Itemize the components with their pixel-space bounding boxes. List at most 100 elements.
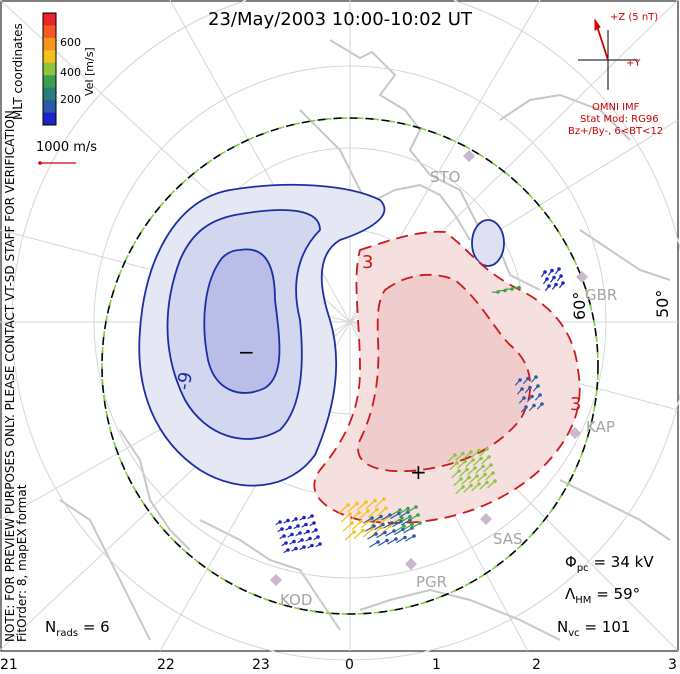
imf-y-label: +Y: [626, 58, 641, 69]
velocity-vector-origin: [554, 282, 558, 287]
velocity-vector-origin: [485, 480, 489, 485]
velocity-vector-origin: [382, 497, 386, 501]
velocity-vector-origin: [384, 506, 388, 510]
colorbar-label: Vel [m/s]: [83, 47, 96, 96]
velocity-vector-origin: [469, 450, 473, 454]
velocity-vector: [380, 525, 391, 535]
lat-label-60: 60°: [570, 292, 589, 320]
velocity-vector-origin: [355, 501, 359, 506]
velocity-vector-origin: [366, 509, 370, 513]
velocity-vector-origin: [350, 521, 354, 525]
velocity-vector-origin: [292, 539, 296, 544]
velocity-vector-origin: [475, 474, 479, 478]
mlt-tick-23: 23: [252, 657, 270, 673]
colorbar-swatch: [43, 13, 56, 26]
max-potential-marker: +: [410, 460, 427, 484]
velocity-vector-origin: [400, 516, 404, 520]
velocity-vector-origin: [550, 268, 554, 273]
velocity-vector-origin: [485, 447, 489, 451]
velocity-vector-origin: [530, 394, 534, 399]
velocity-vector-origin: [416, 513, 420, 517]
velocity-vector-origin: [364, 500, 368, 504]
mlt-tick-1: 1: [432, 657, 441, 673]
velocity-vector-origin: [503, 288, 507, 293]
velocity-vector: [367, 509, 378, 519]
velocity-vector-origin: [481, 464, 485, 469]
station-markers: [270, 150, 588, 586]
velocity-vector-origin: [296, 524, 300, 528]
velocity-vector: [358, 510, 369, 520]
negative-contour-label: -9: [173, 370, 197, 391]
station-marker-sto: [463, 150, 475, 162]
preview-note: NOTE: FOR PREVIEW PURPOSES ONLY. PLEASE …: [3, 106, 17, 642]
velocity-vector-origin: [483, 472, 487, 477]
velocity-vector: [342, 522, 353, 532]
velocity-vector-origin: [316, 535, 320, 539]
colorbar-tick-200: 200: [60, 93, 81, 106]
velocity-vector-origin: [357, 510, 361, 515]
velocity-vector-origin: [412, 534, 416, 538]
mlt-tick-3: 3: [668, 657, 677, 673]
positive-potential-cell: 3 3 +: [313, 230, 581, 524]
velocity-vector-origin: [540, 402, 544, 406]
velocity-vector-origin: [304, 522, 308, 527]
lat-label-50: 50°: [653, 290, 672, 318]
velocity-vector-origin: [461, 451, 465, 456]
velocity-vector-origin: [528, 385, 532, 390]
velocity-vector-origin: [314, 528, 318, 532]
velocity-vector-origin: [491, 471, 495, 475]
velocity-vector-origin: [302, 515, 306, 520]
station-label-sto: STO: [430, 168, 461, 186]
colorbar-border: [42, 12, 57, 126]
velocity-vector-origin: [477, 448, 481, 453]
colorbar-swatch: [43, 50, 56, 64]
imf-condition: Bz+/By-, 6<BT<12: [568, 126, 663, 137]
coord-system-label: MLT coordinates: [11, 23, 25, 120]
velocity-vector-origin: [520, 387, 524, 391]
station-label-kod: KOD: [280, 591, 312, 609]
velocity-vector-origin: [298, 531, 302, 535]
velocity-vector-origin: [493, 479, 497, 483]
velocity-vector-origin: [401, 527, 405, 532]
colorbar-tick-400: 400: [60, 66, 81, 79]
station-labels: STO GBR KAP SAS PGR KOD: [280, 168, 617, 609]
mlt-axis: 21 22 23 0 1 2 3: [0, 657, 677, 673]
colorbar-swatch: [43, 62, 56, 76]
imf-dial: [578, 18, 638, 90]
station-label-kap: KAP: [586, 418, 615, 436]
velocity-vector-origin: [552, 275, 556, 280]
map-title: 23/May/2003 10:00-10:02 UT: [208, 9, 473, 30]
velocity-vector-origin: [352, 530, 356, 534]
station-marker-kap: [569, 427, 581, 439]
velocity-vector-origin: [310, 543, 314, 548]
velocity-vector: [371, 527, 382, 537]
velocity-vector-origin: [473, 466, 477, 470]
velocity-vector-origin: [278, 520, 282, 524]
velocity-vector-origin: [469, 483, 473, 488]
colorbar-swatch: [43, 37, 56, 51]
velocity-vector-origin: [318, 542, 322, 546]
velocity-vector-origin: [375, 507, 379, 512]
velocity-vector-origin: [536, 384, 540, 388]
phi-pc-stat: Φpc = 34 kV: [565, 553, 654, 574]
fit-order-note: FitOrder: 8, mapEX format: [15, 484, 29, 642]
imf-model: Stat Mod: RG96: [580, 114, 659, 125]
velocity-vector-origin: [465, 467, 469, 472]
negative-potential-cell: − -9: [138, 183, 505, 487]
velocity-vector-origin: [370, 516, 374, 520]
velocity-vector-origin: [545, 277, 549, 281]
station-marker-pgr: [405, 558, 417, 570]
imf-source: OMNI IMF: [592, 102, 640, 113]
positive-contour-label-2: 3: [570, 394, 581, 415]
velocity-vector-origin: [489, 463, 493, 467]
velocity-vector-origin: [376, 540, 380, 544]
velocity-vector-origin: [526, 376, 530, 381]
n-vc-stat: Nvc = 101: [557, 618, 631, 639]
velocity-vector-origin: [373, 498, 377, 503]
velocity-vector-origin: [538, 393, 542, 397]
imf-z-label: +Z (5 nT): [610, 12, 658, 23]
velocity-vector-origin: [284, 541, 288, 545]
velocity-vector: [365, 500, 376, 510]
vector-scale-dot: [38, 161, 42, 165]
